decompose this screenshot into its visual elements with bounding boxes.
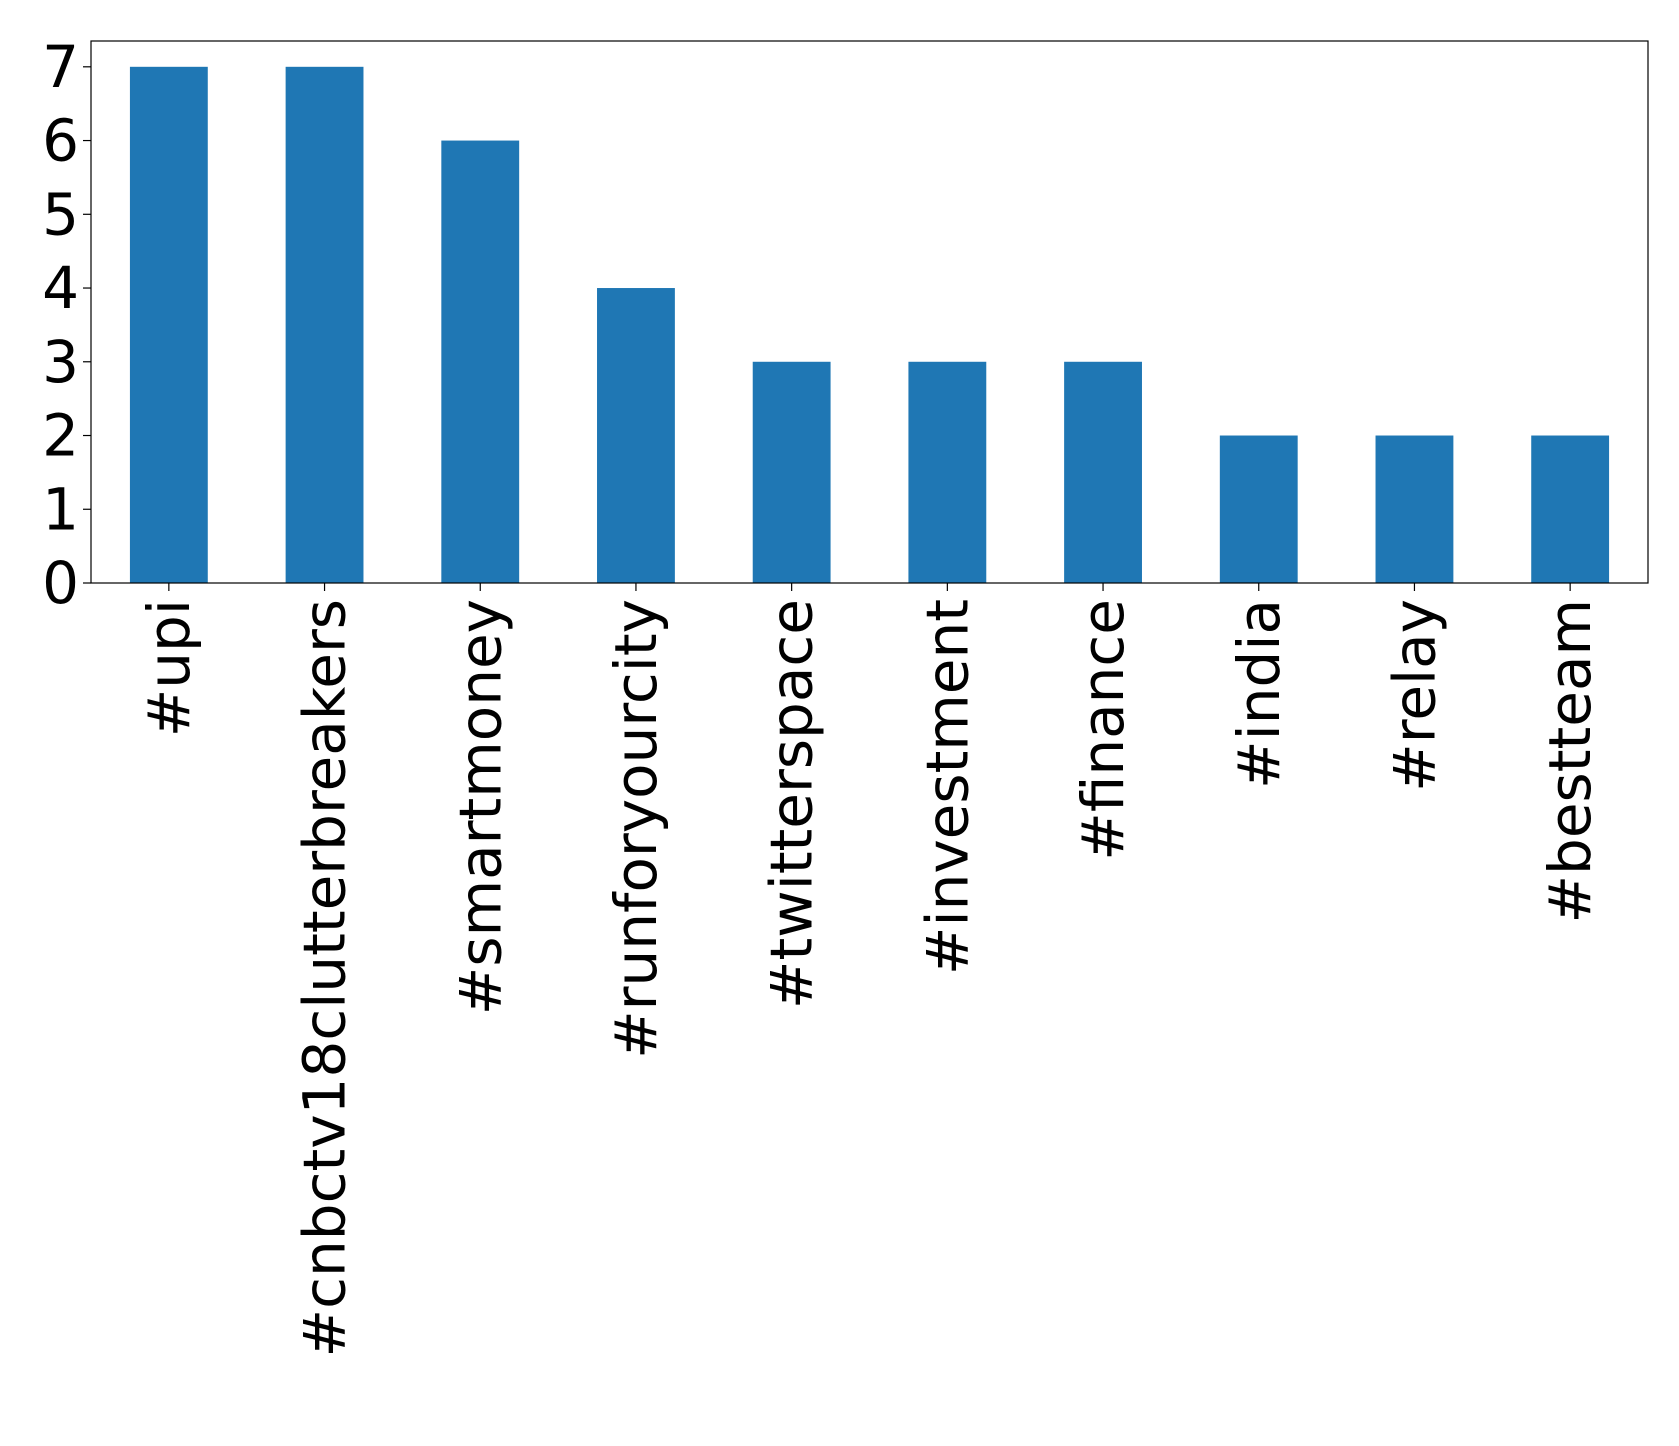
bar [441,140,520,583]
bar [908,361,987,583]
bar [1375,435,1454,583]
bar [1064,361,1142,583]
x-tick-label: #bestteam [1536,599,1604,924]
bar [752,361,831,583]
y-tick-label: 4 [42,254,79,322]
x-tick-label: #cnbctv18clutterbreakers [291,599,359,1357]
bar [129,66,208,584]
x-tick-label: #relay [1380,599,1448,792]
x-tick-label: #twitterspace [758,599,826,1009]
plot-frame [90,40,1649,584]
bar [1531,435,1610,583]
x-tick-label: #india [1225,599,1293,789]
bar [597,288,675,583]
bar [1219,435,1298,583]
y-tick-label: 6 [42,107,79,175]
x-tick-label: #investment [913,599,981,975]
y-tick-label: 1 [42,475,79,543]
y-tick-label: 2 [42,402,79,470]
y-tick-label: 0 [42,549,79,617]
y-tick-label: 7 [42,33,79,101]
x-tick-label: #upi [135,599,203,737]
x-tick-label: #smartmoney [446,599,514,1015]
x-tick-label: #runforyourcity [602,599,670,1059]
y-tick-label: 3 [42,328,79,396]
x-tick-label: #finance [1069,599,1137,861]
y-tick-label: 5 [42,180,79,248]
bar [285,66,364,584]
